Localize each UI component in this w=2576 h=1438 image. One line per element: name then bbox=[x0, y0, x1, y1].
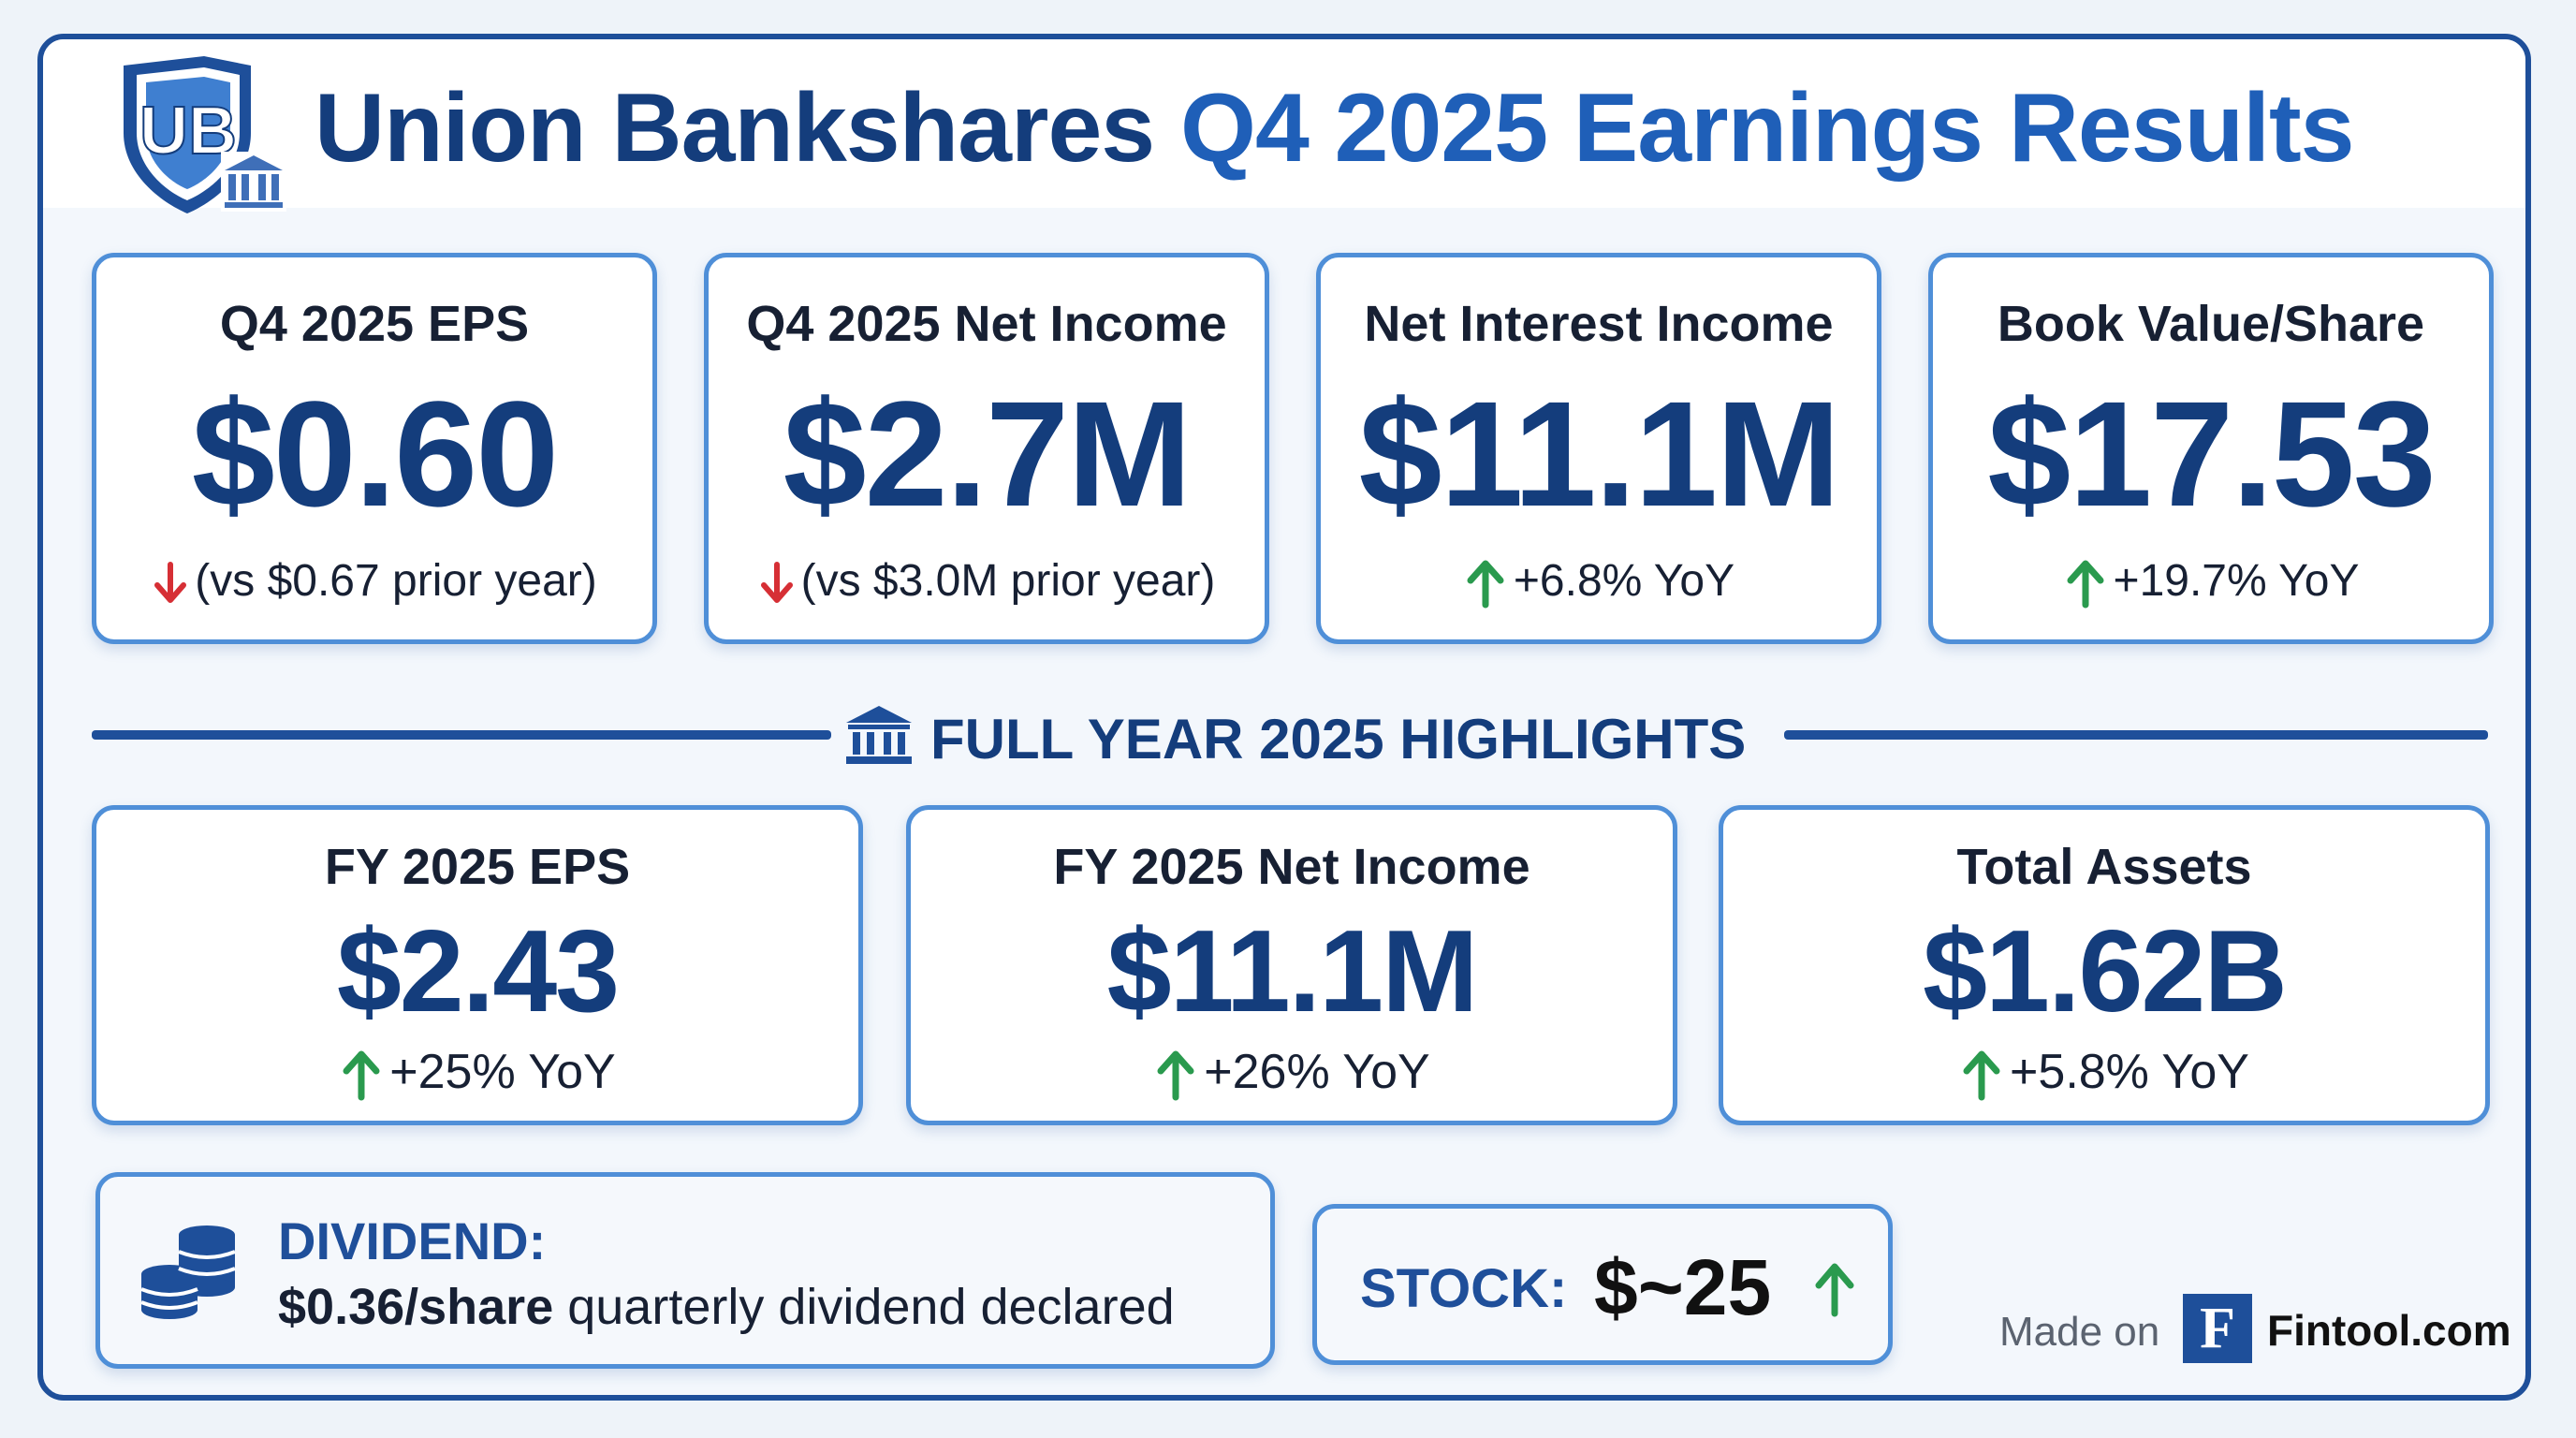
card-label: Book Value/Share bbox=[1997, 296, 2425, 352]
made-on-text: Made on bbox=[1999, 1309, 2160, 1355]
coins-icon bbox=[140, 1225, 236, 1319]
header: UB Union Bankshares Q4 2025 Earnings Res… bbox=[43, 39, 2525, 213]
title-period: Q4 2025 Earnings Results bbox=[1180, 74, 2354, 183]
arrow-up-icon bbox=[2067, 560, 2104, 609]
card-value: $11.1M bbox=[1106, 907, 1479, 1036]
section-divider-right bbox=[1784, 730, 2488, 740]
dividend-panel: DIVIDEND: $0.36/share quarterly dividend… bbox=[95, 1172, 1275, 1369]
q4-eps-card: Q4 2025 EPS $0.60 (vs $0.67 prior year) bbox=[92, 253, 657, 644]
net-interest-income-card: Net Interest Income $11.1M +6.8% YoY bbox=[1316, 253, 1881, 644]
card-delta: +26% YoY bbox=[911, 1044, 1673, 1101]
delta-text: (vs $0.67 prior year) bbox=[195, 556, 597, 606]
stock-panel: STOCK: $~25 bbox=[1312, 1204, 1893, 1365]
dividend-description: quarterly dividend declared bbox=[553, 1279, 1175, 1335]
arrow-up-icon bbox=[1467, 560, 1504, 609]
card-label: Q4 2025 Net Income bbox=[746, 296, 1227, 352]
infographic-frame: UB Union Bankshares Q4 2025 Earnings Res… bbox=[37, 34, 2531, 1401]
arrow-down-icon bbox=[154, 562, 187, 604]
total-assets-card: Total Assets $1.62B +5.8% YoY bbox=[1719, 805, 2490, 1125]
fy-eps-card: FY 2025 EPS $2.43 +25% YoY bbox=[92, 805, 863, 1125]
delta-text: (vs $3.0M prior year) bbox=[800, 556, 1216, 606]
delta-text: +5.8% YoY bbox=[2010, 1045, 2249, 1099]
fintool-logo-icon: F bbox=[2183, 1294, 2252, 1363]
book-value-card: Book Value/Share $17.53 +19.7% YoY bbox=[1928, 253, 2494, 644]
dividend-amount: $0.36/share bbox=[278, 1279, 554, 1335]
logo-letters: UB bbox=[139, 94, 237, 169]
bank-icon bbox=[846, 706, 912, 764]
section-divider-left bbox=[92, 730, 831, 740]
card-delta: +19.7% YoY bbox=[1933, 555, 2489, 609]
stock-value: $~25 bbox=[1594, 1243, 1772, 1331]
card-label: FY 2025 EPS bbox=[324, 839, 631, 895]
title-company: Union Bankshares bbox=[315, 74, 1181, 183]
card-delta: (vs $0.67 prior year) bbox=[96, 555, 652, 607]
card-label: Q4 2025 EPS bbox=[219, 296, 530, 352]
card-value: $2.43 bbox=[336, 907, 620, 1036]
delta-text: +19.7% YoY bbox=[2113, 556, 2360, 606]
arrow-up-icon bbox=[343, 1050, 380, 1101]
card-value: $1.62B bbox=[1923, 907, 2288, 1036]
card-delta: (vs $3.0M prior year) bbox=[709, 555, 1265, 607]
dividend-heading: DIVIDEND: bbox=[278, 1211, 547, 1270]
card-label: Total Assets bbox=[1956, 839, 2252, 895]
fy-net-income-card: FY 2025 Net Income $11.1M +26% YoY bbox=[906, 805, 1677, 1125]
delta-text: +6.8% YoY bbox=[1513, 556, 1735, 606]
dividend-text: $0.36/share quarterly dividend declared bbox=[278, 1278, 1175, 1336]
full-year-heading-text: FULL YEAR 2025 HIGHLIGHTS bbox=[930, 708, 1747, 770]
card-value: $11.1M bbox=[1358, 370, 1841, 537]
card-delta: +6.8% YoY bbox=[1321, 555, 1877, 609]
arrow-up-icon bbox=[1963, 1050, 2000, 1101]
fintool-brand: Fintool.com bbox=[2267, 1306, 2511, 1355]
delta-text: +26% YoY bbox=[1204, 1045, 1430, 1099]
stock-label: STOCK: bbox=[1360, 1258, 1568, 1319]
card-label: FY 2025 Net Income bbox=[1053, 839, 1530, 895]
full-year-heading: FULL YEAR 2025 HIGHLIGHTS bbox=[844, 704, 1746, 771]
arrow-up-icon bbox=[1157, 1050, 1194, 1101]
card-delta: +25% YoY bbox=[96, 1044, 858, 1101]
card-value: $0.60 bbox=[191, 370, 559, 537]
q4-net-income-card: Q4 2025 Net Income $2.7M (vs $3.0M prior… bbox=[704, 253, 1269, 644]
card-delta: +5.8% YoY bbox=[1723, 1044, 2485, 1101]
card-value: $17.53 bbox=[1987, 370, 2436, 537]
card-value: $2.7M bbox=[783, 370, 1193, 537]
card-label: Net Interest Income bbox=[1364, 296, 1834, 352]
arrow-up-icon bbox=[1815, 1263, 1854, 1317]
arrow-down-icon bbox=[760, 562, 793, 604]
page-title: Union Bankshares Q4 2025 Earnings Result… bbox=[315, 73, 2355, 184]
shield-bank-logo-icon: UB bbox=[124, 56, 286, 213]
delta-text: +25% YoY bbox=[389, 1045, 616, 1099]
